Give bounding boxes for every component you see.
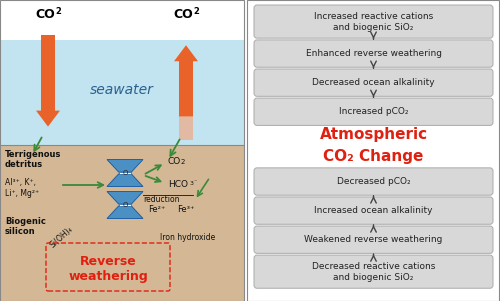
FancyBboxPatch shape xyxy=(254,40,493,67)
Bar xyxy=(119,204,131,206)
Text: Enhanced reverse weathering: Enhanced reverse weathering xyxy=(306,49,442,58)
Text: Li⁺, Mg²⁺: Li⁺, Mg²⁺ xyxy=(5,189,39,198)
Text: Atmospheric: Atmospheric xyxy=(320,127,428,142)
FancyArrow shape xyxy=(179,101,193,140)
Text: Increased pCO₂: Increased pCO₂ xyxy=(339,107,408,116)
Text: CO: CO xyxy=(173,8,193,21)
Text: Decreased pCO₂: Decreased pCO₂ xyxy=(336,177,410,186)
Polygon shape xyxy=(107,206,143,219)
Text: reduction: reduction xyxy=(143,195,180,204)
Text: ⁻: ⁻ xyxy=(194,180,197,185)
Text: CO: CO xyxy=(35,8,55,21)
Bar xyxy=(0,0,244,301)
Text: Decreased reactive cations
and biogenic SiO₂: Decreased reactive cations and biogenic … xyxy=(312,262,435,282)
FancyArrow shape xyxy=(174,45,198,116)
Text: Terrigenous
detritus: Terrigenous detritus xyxy=(5,150,62,169)
FancyBboxPatch shape xyxy=(254,197,493,224)
Text: Al³⁺, K⁺,: Al³⁺, K⁺, xyxy=(5,178,36,187)
Bar xyxy=(247,0,499,301)
FancyBboxPatch shape xyxy=(254,98,493,126)
Text: Fe³⁺: Fe³⁺ xyxy=(177,205,194,214)
FancyArrow shape xyxy=(36,35,60,127)
Text: Reverse: Reverse xyxy=(80,255,136,268)
Text: 3: 3 xyxy=(190,181,194,186)
Text: O: O xyxy=(122,170,128,176)
Text: Increased ocean alkalinity: Increased ocean alkalinity xyxy=(314,206,433,215)
Polygon shape xyxy=(107,191,143,204)
Text: Iron hydroxide: Iron hydroxide xyxy=(160,233,215,242)
FancyBboxPatch shape xyxy=(254,226,493,253)
Text: CO: CO xyxy=(168,157,181,166)
Text: O: O xyxy=(122,202,128,208)
Bar xyxy=(0,40,244,145)
Text: Decreased ocean alkalinity: Decreased ocean alkalinity xyxy=(312,78,435,87)
Bar xyxy=(119,172,131,174)
Bar xyxy=(247,0,500,301)
Text: weathering: weathering xyxy=(68,270,148,283)
FancyBboxPatch shape xyxy=(254,255,493,288)
Text: Increased reactive cations
and biogenic SiO₂: Increased reactive cations and biogenic … xyxy=(314,11,433,32)
Bar xyxy=(0,0,244,40)
Text: Fe²⁺: Fe²⁺ xyxy=(148,205,166,214)
Text: Biogenic
silicon: Biogenic silicon xyxy=(5,217,46,236)
Text: seawater: seawater xyxy=(90,83,154,98)
Bar xyxy=(0,145,244,301)
Text: 2: 2 xyxy=(193,7,199,16)
Text: Si(OH)₄: Si(OH)₄ xyxy=(48,225,74,250)
Text: CO₂ Change: CO₂ Change xyxy=(324,149,424,164)
Text: HCO: HCO xyxy=(168,180,188,189)
Polygon shape xyxy=(107,160,143,172)
Text: Weakened reverse weathering: Weakened reverse weathering xyxy=(304,235,442,244)
FancyBboxPatch shape xyxy=(254,5,493,38)
FancyBboxPatch shape xyxy=(254,69,493,96)
Polygon shape xyxy=(107,174,143,187)
FancyBboxPatch shape xyxy=(254,168,493,195)
Text: 2: 2 xyxy=(181,159,186,165)
Text: 2: 2 xyxy=(55,7,61,16)
